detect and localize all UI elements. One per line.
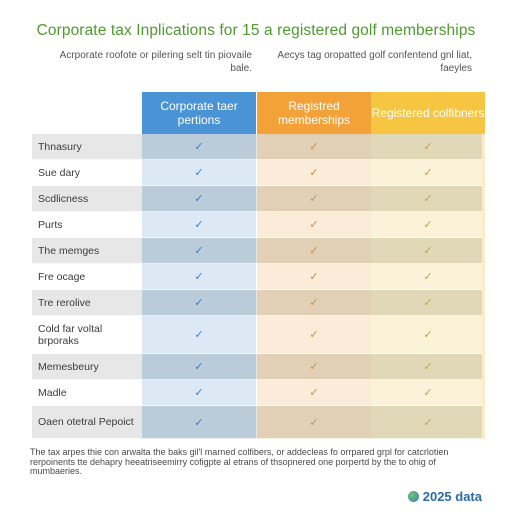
row-label: Sue dary	[38, 166, 81, 179]
check-icon: ✓	[309, 416, 319, 429]
table-row: Madle ✓ ✓ ✓	[32, 380, 482, 406]
check-icon: ✓	[423, 329, 433, 341]
check-icon: ✓	[194, 329, 204, 341]
globe-icon	[407, 491, 419, 502]
check-icon: ✓	[423, 193, 433, 205]
check-icon: ✓	[309, 245, 319, 257]
check-icon: ✓	[309, 271, 319, 283]
row-label: Memesbeury	[38, 360, 99, 373]
check-icon: ✓	[309, 387, 319, 399]
check-icon: ✓	[423, 297, 433, 309]
check-icon: ✓	[423, 219, 433, 231]
table-row: Cold far voltal brporaks ✓ ✓ ✓	[32, 316, 482, 354]
check-icon: ✓	[309, 141, 319, 153]
table-row: The memges ✓ ✓ ✓	[32, 238, 482, 264]
table-row: Memesbeury ✓ ✓ ✓	[32, 354, 482, 380]
page-title: Corporate tax Inplications for 15 a regi…	[36, 22, 476, 39]
check-icon: ✓	[309, 361, 319, 373]
column-header-2: Registred memberships	[257, 92, 371, 134]
badge-label: 2025 data	[422, 489, 482, 504]
row-label: Fre ocage	[38, 270, 86, 283]
column-strip-1	[142, 134, 256, 439]
check-icon: ✓	[309, 219, 319, 231]
table-row: Purts ✓ ✓ ✓	[32, 212, 482, 238]
check-icon: ✓	[194, 416, 204, 429]
check-icon: ✓	[194, 297, 204, 309]
check-icon: ✓	[309, 167, 319, 179]
table-row: Scdlicness ✓ ✓ ✓	[32, 186, 482, 212]
check-icon: ✓	[423, 271, 433, 283]
row-label: Madle	[38, 386, 67, 399]
column-strip-3	[371, 134, 485, 439]
check-icon: ✓	[423, 416, 433, 429]
subtitle-left: Acrporate roofote or pilering selt tin p…	[59, 50, 252, 74]
check-icon: ✓	[423, 167, 433, 179]
table-row: Fre ocage ✓ ✓ ✓	[32, 264, 482, 290]
check-icon: ✓	[423, 245, 433, 257]
row-label: Scdlicness	[38, 192, 89, 205]
column-header-3: Registered colfibners	[371, 92, 485, 134]
row-label: Tre rerolive	[38, 296, 91, 309]
row-label: Cold far voltal brporaks	[38, 322, 103, 347]
row-label: Purts	[38, 218, 63, 231]
check-icon: ✓	[309, 329, 319, 341]
check-icon: ✓	[194, 219, 204, 231]
row-label: Thnasury	[38, 140, 82, 153]
data-year-badge: 2025 data	[407, 489, 482, 504]
check-icon: ✓	[194, 245, 204, 257]
table-row: Sue dary ✓ ✓ ✓	[32, 160, 482, 186]
column-header-1: Corporate taer pertions	[142, 92, 256, 134]
subtitle-right: Aecys tag oropatted golf confentend gnl …	[277, 50, 472, 74]
table-row: Thnasury ✓ ✓ ✓	[32, 134, 482, 160]
row-label: The memges	[38, 244, 100, 257]
check-icon: ✓	[194, 361, 204, 373]
check-icon: ✓	[423, 141, 433, 153]
check-icon: ✓	[194, 271, 204, 283]
check-icon: ✓	[423, 361, 433, 373]
table-row: Oaen otetral Pepoict ✓ ✓ ✓	[32, 406, 482, 439]
check-icon: ✓	[194, 387, 204, 399]
check-icon: ✓	[309, 193, 319, 205]
check-icon: ✓	[194, 193, 204, 205]
footnote: The tax arpes thie con arwalta the baks …	[30, 447, 449, 476]
check-icon: ✓	[423, 387, 433, 399]
check-icon: ✓	[194, 167, 204, 179]
check-icon: ✓	[194, 141, 204, 153]
check-icon: ✓	[309, 297, 319, 309]
table-row: Tre rerolive ✓ ✓ ✓	[32, 290, 482, 316]
row-label: Oaen otetral Pepoict	[38, 416, 134, 428]
column-strip-2	[257, 134, 371, 439]
